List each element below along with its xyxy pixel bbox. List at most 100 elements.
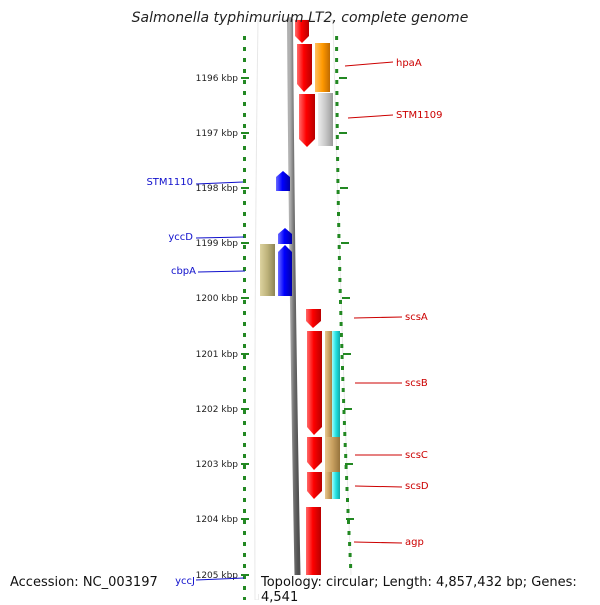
rail-dot-right: [346, 509, 350, 513]
rail-dot-right: [344, 454, 348, 458]
gene-label-scsC[interactable]: scsC: [405, 450, 428, 461]
gene-label-hpaA[interactable]: hpaA: [396, 58, 422, 69]
gene-label-scsA[interactable]: scsA: [405, 312, 428, 323]
gene-arrow-blue[interactable]: [276, 171, 290, 191]
gene-label-scsB[interactable]: scsB: [405, 378, 428, 389]
rail-dot-right: [335, 102, 339, 106]
tick-label: 1204 kbp: [196, 515, 239, 525]
right-labels: hpaA STM1109 scsA scsB scsC scsD agp: [344, 58, 443, 548]
rail-dot-right: [337, 234, 341, 238]
rail-dot-left: [243, 245, 246, 249]
rail-dot-right: [339, 300, 342, 304]
rail-dot-left: [243, 465, 246, 469]
gene-arrow-red[interactable]: [295, 20, 309, 43]
axis-tick: 1204 kbp: [196, 515, 354, 525]
rail-dot-left: [243, 69, 246, 73]
gene-block-cyan[interactable]: [332, 472, 340, 499]
rail-dot-right: [339, 322, 343, 326]
rail-dot-left: [243, 586, 246, 590]
rail-dot-left: [243, 344, 246, 348]
rail-dot-right: [335, 124, 339, 128]
gene-arrow-red[interactable]: [297, 44, 312, 92]
axis-tick: 1201 kbp: [196, 350, 351, 360]
rail-dot-right: [335, 113, 339, 117]
gene-arrow-red[interactable]: [307, 472, 322, 499]
rail-dot-left: [243, 289, 246, 293]
rail-dot-right: [335, 47, 339, 51]
topology-text: Topology: circular; Length: 4,857,432 bp…: [259, 575, 600, 605]
gene-block-tan[interactable]: [325, 437, 340, 472]
rail-dot-right: [335, 58, 339, 62]
gene-block-gray[interactable]: [318, 93, 333, 146]
rail-dot-left: [243, 201, 246, 205]
gene-label-agp[interactable]: agp: [405, 537, 424, 548]
rail-dot-right: [348, 542, 352, 546]
rail-dot-right: [335, 69, 339, 73]
gene-label-STM1109[interactable]: STM1109: [396, 110, 443, 121]
rail-dot-left: [243, 498, 246, 502]
gene-block-khaki[interactable]: [260, 244, 275, 296]
rail-dot-left: [243, 399, 246, 403]
rail-dot-left: [243, 124, 246, 128]
rail-dot-left: [243, 135, 246, 139]
axis-tick: 1199 kbp: [196, 239, 349, 249]
gene-label-yccD[interactable]: yccD: [168, 232, 193, 243]
rail-dot-right: [344, 465, 348, 469]
gene-label-cbpA[interactable]: cbpA: [171, 266, 196, 277]
forward-genes-bottom: [306, 309, 322, 600]
gene-block-orange[interactable]: [315, 43, 330, 92]
rail-dot-right: [336, 190, 340, 194]
rail-dot-right: [335, 80, 339, 84]
gene-arrow-blue[interactable]: [278, 228, 292, 244]
gene-label-yccJ[interactable]: yccJ: [175, 576, 195, 587]
rail-dot-right: [341, 366, 344, 370]
axis-tick: 1203 kbp: [196, 460, 353, 470]
rail-dot-left: [243, 322, 246, 326]
rail-dot-right: [340, 355, 344, 359]
rail-dot-left: [243, 377, 246, 381]
tick-label: 1205 kbp: [196, 571, 239, 581]
rail-dot-left: [243, 179, 246, 183]
rail-dot-left: [243, 432, 246, 436]
rail-dot-left: [243, 531, 246, 535]
rail-dot-left: [243, 36, 246, 40]
axis-tick: 1196 kbp: [196, 74, 347, 84]
rail-dot-left: [243, 58, 246, 62]
axis-tick: 1205 kbp: [196, 571, 249, 581]
rail-dot-right: [335, 36, 339, 40]
tick-label: 1200 kbp: [196, 294, 239, 304]
rail-dot-right: [342, 421, 346, 425]
rail-dot-left: [243, 410, 246, 414]
gene-arrow-red[interactable]: [306, 309, 321, 328]
axis-tick: 1200 kbp: [196, 294, 350, 304]
tick-label: 1197 kbp: [196, 129, 239, 139]
rail-dot-left: [243, 520, 246, 524]
tick-label: 1203 kbp: [196, 460, 239, 470]
rail-dot-right: [345, 487, 349, 491]
rail-dot-right: [335, 146, 339, 150]
rail-dot-right: [342, 410, 346, 414]
rail-dot-left: [243, 278, 246, 282]
gene-arrow-red[interactable]: [307, 437, 322, 470]
gene-arrow-blue[interactable]: [278, 245, 292, 296]
gene-block-tan[interactable]: [325, 331, 333, 499]
tick-label: 1198 kbp: [196, 184, 239, 194]
rail-dot-right: [347, 531, 351, 535]
axis-tick: 1198 kbp: [196, 184, 348, 194]
axis-tick: 1202 kbp: [196, 405, 352, 415]
gene-label-STM1110[interactable]: STM1110: [146, 177, 193, 188]
gene-block-cyan[interactable]: [332, 331, 340, 437]
gene-arrow-red[interactable]: [299, 94, 315, 147]
rail-dot-right: [336, 201, 340, 205]
rail-dot-right: [337, 245, 341, 249]
rail-dot-left: [243, 212, 246, 216]
rail-dot-right: [342, 399, 346, 403]
gene-label-scsD[interactable]: scsD: [405, 481, 429, 492]
rail-dot-left: [243, 597, 246, 600]
rail-dot-left: [243, 421, 246, 425]
tick-label: 1201 kbp: [196, 350, 239, 360]
rail-dot-right: [341, 377, 345, 381]
tick-label: 1199 kbp: [196, 239, 239, 249]
gene-arrow-red[interactable]: [307, 331, 322, 435]
